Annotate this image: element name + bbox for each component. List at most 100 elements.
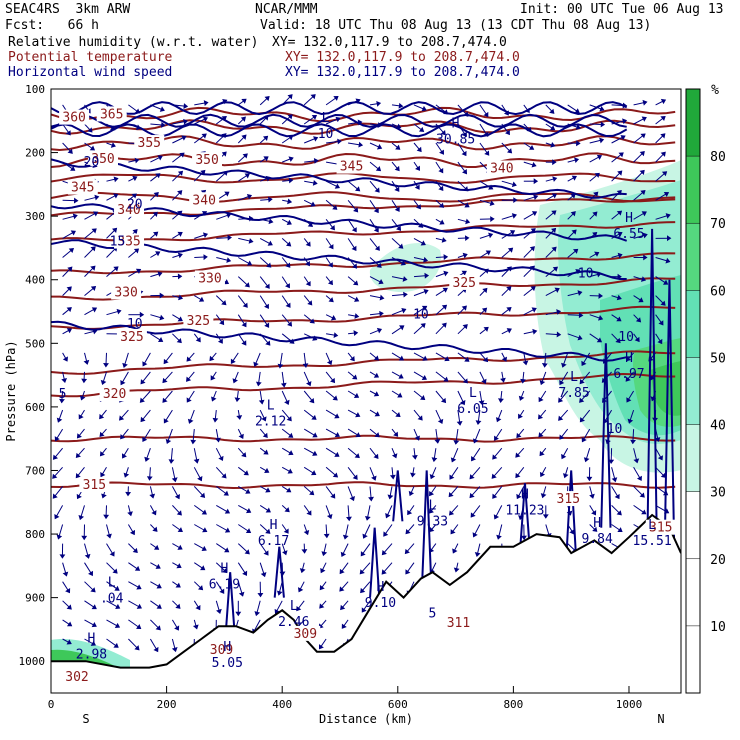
wind-vector-head bbox=[383, 531, 389, 537]
theta-label-bg bbox=[290, 625, 321, 641]
theta-label-bg bbox=[62, 669, 93, 685]
wind-vector-head bbox=[253, 361, 259, 367]
wind-vector-head bbox=[288, 156, 294, 162]
wind-vector-head bbox=[471, 456, 476, 462]
wind-vector-head bbox=[139, 397, 145, 403]
wind-vector-head bbox=[134, 645, 140, 651]
wind-vector-head bbox=[460, 399, 466, 406]
wind-vector-head bbox=[285, 262, 291, 268]
wind-vector-head bbox=[360, 551, 366, 557]
wind-vector-head bbox=[241, 321, 247, 328]
theta-label: 330 bbox=[198, 271, 221, 286]
extremum-value: 7.85 bbox=[558, 386, 589, 401]
wind-vector-head bbox=[226, 257, 232, 263]
wind-label: 10 bbox=[607, 422, 623, 437]
wind-vector-head bbox=[330, 377, 336, 384]
wind-vector-head bbox=[541, 363, 548, 368]
wind-vector-head bbox=[554, 287, 560, 293]
wind-vector-head bbox=[437, 418, 444, 425]
wind-vector-head bbox=[559, 434, 565, 440]
wind-vector-head bbox=[521, 535, 527, 541]
wind-vector-head bbox=[373, 453, 379, 460]
wind-vector-head bbox=[398, 102, 404, 109]
wind-vector-head bbox=[500, 377, 506, 383]
y-tick-label: 400 bbox=[25, 274, 45, 287]
wind-vector-head bbox=[438, 185, 444, 192]
wind-vector-head bbox=[528, 144, 535, 150]
wind-vector-head bbox=[276, 590, 283, 596]
wind-vector-head bbox=[163, 358, 169, 365]
theta-contour-line bbox=[51, 252, 676, 275]
wind-vector-head bbox=[462, 169, 468, 175]
wind-vector-head bbox=[441, 237, 447, 243]
wind-vector-head bbox=[575, 269, 581, 275]
wind-vector-head bbox=[100, 471, 106, 478]
wind-vector-head bbox=[241, 134, 247, 140]
wind-label: 20 bbox=[84, 155, 100, 170]
wind-vector-head bbox=[120, 434, 126, 440]
wind-vector-head bbox=[601, 377, 607, 383]
wind-vector-head bbox=[374, 187, 380, 193]
wind-vector-head bbox=[72, 213, 78, 220]
wind-vector-head bbox=[635, 317, 642, 323]
wind-vector-head bbox=[443, 376, 449, 382]
wind-vector-head bbox=[199, 492, 206, 498]
extremum-value: .04 bbox=[100, 591, 124, 606]
wind-vector-head bbox=[202, 232, 209, 238]
wind-vector-head bbox=[136, 624, 142, 630]
wind-vector-head bbox=[329, 225, 335, 231]
wind-vector-head bbox=[113, 642, 119, 648]
wind-vector-head bbox=[261, 416, 267, 422]
wind-vector-head bbox=[441, 304, 448, 310]
wind-vector-head bbox=[538, 414, 544, 420]
wind-vector-head bbox=[286, 487, 292, 493]
wind-vector-head bbox=[349, 356, 355, 362]
wind-vector-head bbox=[533, 194, 539, 201]
wind-vector-head bbox=[405, 569, 411, 575]
wind-vector-head bbox=[215, 437, 221, 443]
wind-vector-head bbox=[507, 148, 513, 154]
wind-vector-head bbox=[520, 378, 526, 384]
wind-vector-head bbox=[638, 297, 644, 303]
wind-vector-head bbox=[307, 221, 313, 227]
y-tick-label: 600 bbox=[25, 401, 45, 414]
theta-label-bg bbox=[553, 491, 584, 507]
wind-vector-head bbox=[221, 116, 227, 122]
theta-label-bg bbox=[189, 192, 220, 208]
wind-vector-head bbox=[266, 262, 272, 268]
wind-vector-head bbox=[394, 186, 400, 192]
field-name-rh: Relative humidity (w.r.t. water) bbox=[8, 35, 259, 50]
extremum-marker: H bbox=[223, 640, 231, 655]
wind-vector-head bbox=[299, 568, 306, 574]
wind-vector-head bbox=[309, 398, 315, 404]
wind-vector-head bbox=[570, 193, 576, 199]
extremum-value: 9.10 bbox=[365, 596, 396, 611]
wind-vector-head bbox=[224, 191, 230, 197]
theta-contour-line bbox=[51, 172, 676, 184]
wind-vector-head bbox=[417, 415, 423, 421]
wind-vector-head bbox=[91, 604, 97, 610]
wind-vector-head bbox=[66, 307, 72, 313]
wind-vector-head bbox=[221, 473, 227, 479]
wind-vector-head bbox=[91, 622, 97, 628]
wind-vector-head bbox=[532, 328, 538, 335]
wind-vector-head bbox=[114, 585, 120, 591]
wind-vector-head bbox=[54, 436, 60, 442]
wind-vector-head bbox=[186, 356, 192, 362]
wind-vector-head bbox=[404, 548, 410, 555]
field-xy-theta: XY= 132.0,117.9 to 208.7,474.0 bbox=[285, 50, 520, 65]
wind-vector-head bbox=[448, 492, 454, 498]
wind-vector-head bbox=[297, 587, 304, 593]
wind-vector-head bbox=[100, 379, 107, 386]
wind-vector-head bbox=[197, 585, 204, 591]
wind-vector-head bbox=[581, 437, 587, 443]
wind-vector-head bbox=[494, 435, 499, 441]
extremum-marker: H bbox=[593, 516, 601, 531]
wind-vector-head bbox=[594, 251, 600, 257]
wind-vector-head bbox=[640, 133, 646, 139]
wind-vector-head bbox=[660, 133, 666, 139]
wind-vector-head bbox=[531, 211, 538, 217]
wind-vector-head bbox=[201, 545, 207, 551]
wind-vector-head bbox=[265, 528, 271, 534]
wind-vector-head bbox=[359, 569, 365, 575]
